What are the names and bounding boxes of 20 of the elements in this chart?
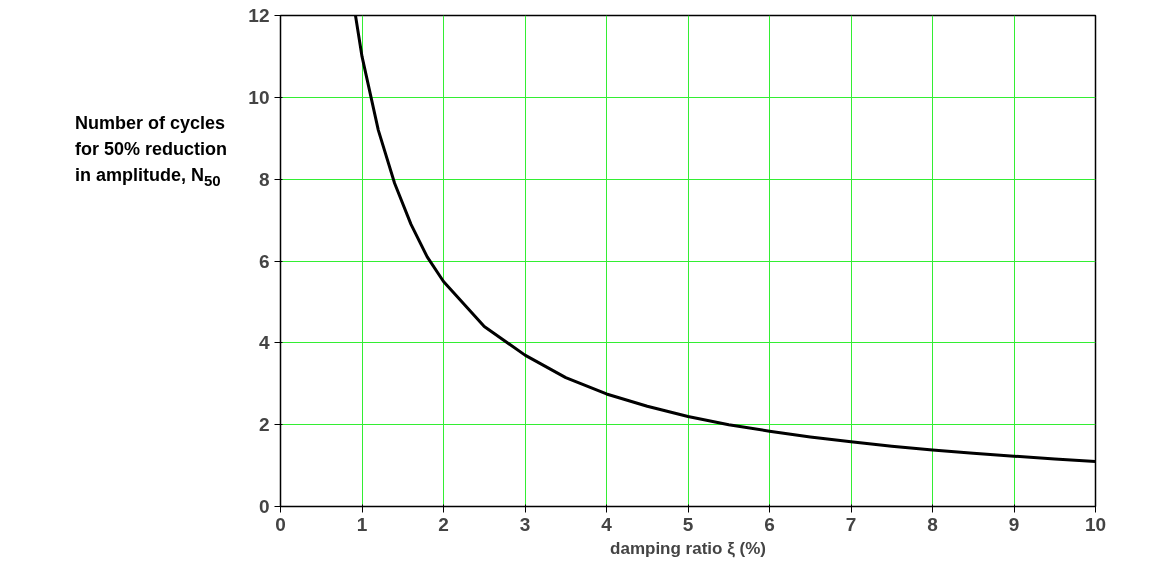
x-tick-label: 10 <box>1084 513 1107 535</box>
y-tick-label: 4 <box>258 332 270 354</box>
y-tick-label: 0 <box>258 496 270 517</box>
x-tick-label: 8 <box>927 513 938 535</box>
x-tick-label: 6 <box>764 513 775 535</box>
x-tick-label: 2 <box>438 513 449 535</box>
y-axis-title: Number of cycles for 50% reduction in amplitude, N$_{50}$ <box>75 112 229 191</box>
x-tick-label: 4 <box>601 513 613 535</box>
y-tick-label: 2 <box>258 414 270 436</box>
x-tick-label: 0 <box>275 513 286 535</box>
y-tick-label: 12 <box>248 5 270 26</box>
x-tick-label: 5 <box>682 513 694 535</box>
x-tick-label: 9 <box>1008 513 1020 535</box>
x-tick-label: 7 <box>845 513 857 535</box>
x-tick-label: 1 <box>356 513 368 535</box>
y-tick-label: 10 <box>248 86 270 108</box>
x-tick-label: 3 <box>519 513 531 535</box>
y-tick-label: 8 <box>258 168 270 190</box>
x-axis-title: damping ratio ξ (%) <box>610 538 766 558</box>
y-tick-label: 6 <box>258 250 270 272</box>
